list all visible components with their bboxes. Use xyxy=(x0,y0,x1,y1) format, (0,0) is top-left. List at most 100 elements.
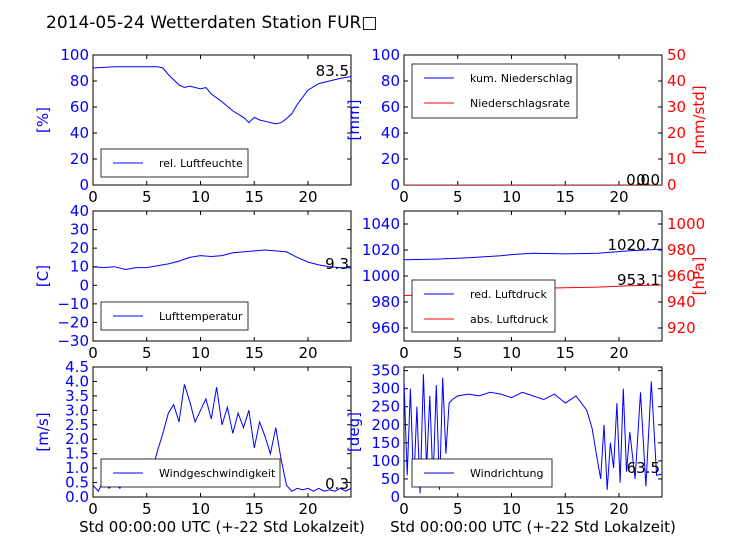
legend-label: red. Luftdruck xyxy=(470,288,547,301)
last-value-label: 9.3 xyxy=(325,255,349,273)
y-tick-label: 1.0 xyxy=(65,459,89,477)
y-tick-label: 1000 xyxy=(362,267,400,285)
y-tick-label: 0 xyxy=(390,176,400,194)
x-tick-label: 15 xyxy=(556,344,575,362)
last-value-label: 1020.7 xyxy=(608,236,661,254)
x-tick-label: 0 xyxy=(399,188,409,206)
y-axis-label-right: [hPa] xyxy=(690,257,708,296)
y-tick-label: 60 xyxy=(381,98,400,116)
legend-box xyxy=(411,63,578,119)
y-tick-label: 2.5 xyxy=(65,416,89,434)
last-value-label: 63.5 xyxy=(627,459,660,477)
y-tick-label: 350 xyxy=(371,362,400,380)
panel-precipitation: 0 5 10 15 20 0 20 40 60 80 100 0 10 20 30 40 50 [mm/std] [… xyxy=(345,46,708,206)
x-tick-label: 15 xyxy=(556,188,575,206)
series-line-1 xyxy=(93,249,351,271)
y-right-tick-label: 40 xyxy=(667,72,686,90)
y-tick-label: 0.5 xyxy=(65,474,89,492)
y-tick-label: 50 xyxy=(381,470,400,488)
x-tick-label: 20 xyxy=(298,500,317,518)
y-tick-label: 980 xyxy=(371,293,400,311)
y-tick-label: 20 xyxy=(70,150,89,168)
x-tick-label: 15 xyxy=(245,344,264,362)
x-tick-label: 10 xyxy=(191,188,210,206)
y-tick-label: 0 xyxy=(79,276,89,294)
x-tick-label: 20 xyxy=(609,188,628,206)
x-axis-label: Std 00:00:00 UTC (+-22 Std Lokalzeit) xyxy=(390,518,676,536)
y-tick-label: −20 xyxy=(57,313,89,331)
y-tick-label: 1020 xyxy=(362,241,400,259)
y-axis-label: [C] xyxy=(34,265,52,287)
x-tick-label: 5 xyxy=(142,188,152,206)
y-tick-label: 20 xyxy=(70,239,89,257)
y-tick-label: 4.5 xyxy=(65,358,89,376)
y-tick-label: −10 xyxy=(57,295,89,313)
y-tick-label: 0 xyxy=(390,488,400,506)
x-tick-label: 15 xyxy=(556,500,575,518)
y-tick-label: 2.0 xyxy=(65,430,89,448)
x-tick-label: 10 xyxy=(191,500,210,518)
y-axis-label: [%] xyxy=(34,107,52,133)
legend-label: Niederschlagsrate xyxy=(470,97,570,110)
series-line-1 xyxy=(404,374,662,494)
legend-label: abs. Luftdruck xyxy=(470,313,549,326)
legend-label: Lufttemperatur xyxy=(159,310,243,323)
y-tick-label: 20 xyxy=(381,150,400,168)
y-right-tick-label: 1000 xyxy=(667,215,705,233)
y-right-tick-label: 940 xyxy=(667,293,696,311)
last-value-label: 83.5 xyxy=(316,62,349,80)
y-tick-label: 4.0 xyxy=(65,372,89,390)
x-tick-label: 5 xyxy=(453,188,463,206)
y-tick-label: 10 xyxy=(70,258,89,276)
plot-frame xyxy=(92,54,352,186)
y-tick-label: 80 xyxy=(381,72,400,90)
x-tick-label: 5 xyxy=(142,344,152,362)
panel-pressure: 0 5 10 15 20 960 980 1000 1020 1040 920 940 960 980 10… xyxy=(362,210,708,362)
plot-frame xyxy=(92,210,352,342)
legend-label: Windgeschwindigkeit xyxy=(159,467,276,480)
y-tick-label: 100 xyxy=(371,46,400,64)
plot-frame xyxy=(403,366,663,498)
x-tick-label: 0 xyxy=(88,188,98,206)
y-axis-label-right: [mm/std] xyxy=(690,85,708,154)
x-axis-label: Std 00:00:00 UTC (+-22 Std Lokalzeit) xyxy=(79,518,365,536)
x-tick-label: 15 xyxy=(245,188,264,206)
y-tick-label: 100 xyxy=(60,46,89,64)
plot-frame xyxy=(92,366,352,498)
series-line-1 xyxy=(93,66,351,125)
x-tick-label: 0 xyxy=(88,500,98,518)
y-right-tick-label: 10 xyxy=(667,150,686,168)
y-tick-label: 0 xyxy=(79,176,89,194)
y-tick-label: 80 xyxy=(70,72,89,90)
x-tick-label: 0 xyxy=(88,344,98,362)
x-tick-label: 20 xyxy=(609,344,628,362)
x-tick-label: 20 xyxy=(298,344,317,362)
y-tick-label: 1040 xyxy=(362,215,400,233)
y-right-tick-label: 960 xyxy=(667,267,696,285)
panel-humidity: 0 5 10 15 20 0 20 40 60 80 100 [%] rel. Luftfeuchte 8… xyxy=(34,46,352,206)
y-axis-label: [deg] xyxy=(345,412,363,452)
y-tick-label: 40 xyxy=(70,202,89,220)
x-tick-label: 10 xyxy=(502,188,521,206)
series-line-1 xyxy=(404,248,662,261)
y-right-tick-label: 30 xyxy=(667,98,686,116)
y-right-tick-label: 980 xyxy=(667,241,696,259)
panel-windspeed: 0 5 10 15 20 0.00.51.01.52.02.53.03.54.04.5 [m… xyxy=(34,358,365,536)
y-tick-label: 60 xyxy=(70,98,89,116)
y-tick-label: 0.0 xyxy=(65,488,89,506)
y-tick-label: 3.5 xyxy=(65,387,89,405)
x-tick-label: 20 xyxy=(298,188,317,206)
y-tick-label: 40 xyxy=(70,124,89,142)
x-tick-label: 10 xyxy=(502,500,521,518)
last-value-label: 0.3 xyxy=(325,475,349,493)
y-right-tick-label: 0 xyxy=(667,176,677,194)
y-tick-label: 200 xyxy=(371,416,400,434)
x-tick-label: 5 xyxy=(142,500,152,518)
y-tick-label: 150 xyxy=(371,434,400,452)
x-tick-label: 15 xyxy=(245,500,264,518)
legend-box xyxy=(411,279,556,333)
y-tick-label: 30 xyxy=(70,221,89,239)
y-tick-label: 40 xyxy=(381,124,400,142)
